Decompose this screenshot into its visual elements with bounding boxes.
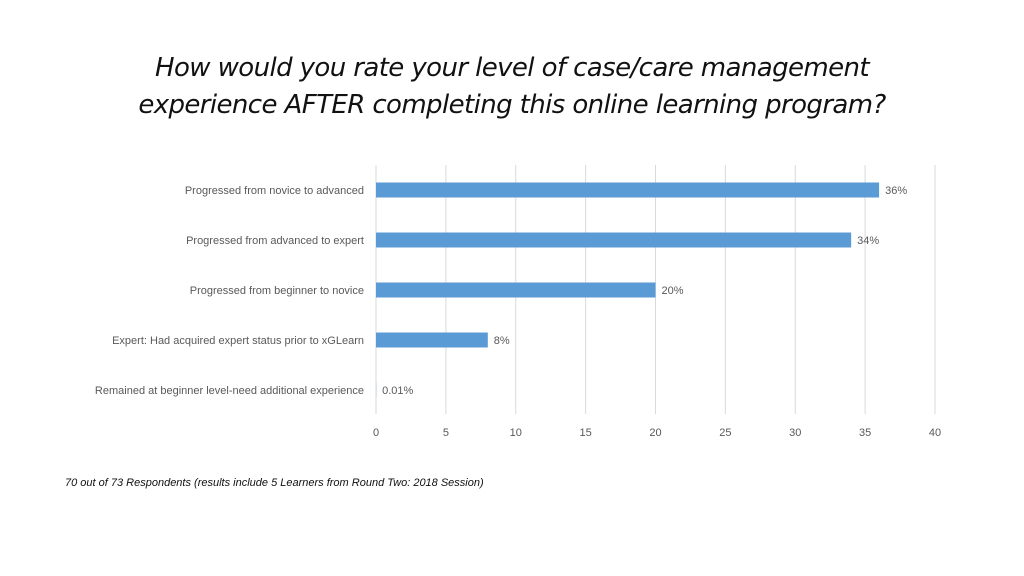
bar: [376, 282, 656, 298]
category-label: Expert: Had acquired expert status prior…: [112, 335, 364, 347]
bars: [376, 182, 880, 398]
data-label: 8%: [494, 335, 510, 347]
data-label: 36%: [885, 185, 907, 197]
x-tick-label: 20: [649, 427, 661, 439]
x-tick-label: 25: [719, 427, 731, 439]
x-tick-label: 0: [373, 427, 379, 439]
x-tick-label: 40: [929, 427, 941, 439]
title-line-2: experience AFTER completing this online …: [138, 90, 886, 120]
bar-chart: 0 5 10 15 20 25 30 35 40 Progressed from novice t…: [95, 165, 941, 439]
bar: [376, 182, 880, 198]
x-tick-label: 15: [580, 427, 592, 439]
x-tick-label: 35: [859, 427, 871, 439]
category-label: Remained at beginner level-need addition…: [95, 385, 364, 397]
data-label: 20%: [662, 285, 684, 297]
category-label: Progressed from advanced to expert: [186, 235, 364, 247]
x-tick-label: 30: [789, 427, 801, 439]
labels: 0 5 10 15 20 25 30 35 40 Progressed from novice t…: [95, 185, 941, 439]
chart-title: How would you rate your level of case/ca…: [0, 50, 1024, 124]
category-label: Progressed from beginner to novice: [190, 285, 364, 297]
footnote: 70 out of 73 Respondents (results includ…: [65, 477, 484, 489]
data-label: 0.01%: [382, 385, 413, 397]
x-tick-label: 10: [510, 427, 522, 439]
bar: [376, 232, 852, 248]
category-label: Progressed from novice to advanced: [185, 185, 364, 197]
title-line-1: How would you rate your level of case/ca…: [155, 53, 870, 83]
data-label: 34%: [857, 235, 879, 247]
x-tick-label: 5: [443, 427, 449, 439]
bar: [376, 332, 488, 348]
